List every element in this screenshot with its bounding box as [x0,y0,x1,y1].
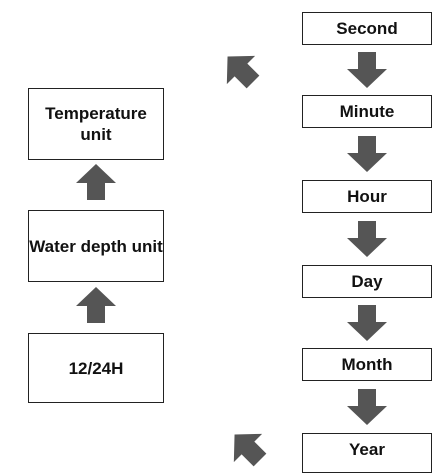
diagonal-arrow [213,42,268,97]
down-arrow [347,389,387,425]
box: 12/24H [28,333,164,403]
diagonal-arrow [220,420,275,467]
box: Day [302,265,432,298]
down-arrow [347,136,387,172]
box: Water depth unit [28,210,164,282]
box: Temperature unit [28,88,164,160]
down-arrow [347,52,387,88]
box: Second [302,12,432,45]
box: Year [302,433,432,473]
up-arrow [76,287,116,323]
up-arrow [76,164,116,200]
down-arrow [347,305,387,341]
down-arrow [347,221,387,257]
box: Hour [302,180,432,213]
box: Minute [302,95,432,128]
box: Month [302,348,432,381]
